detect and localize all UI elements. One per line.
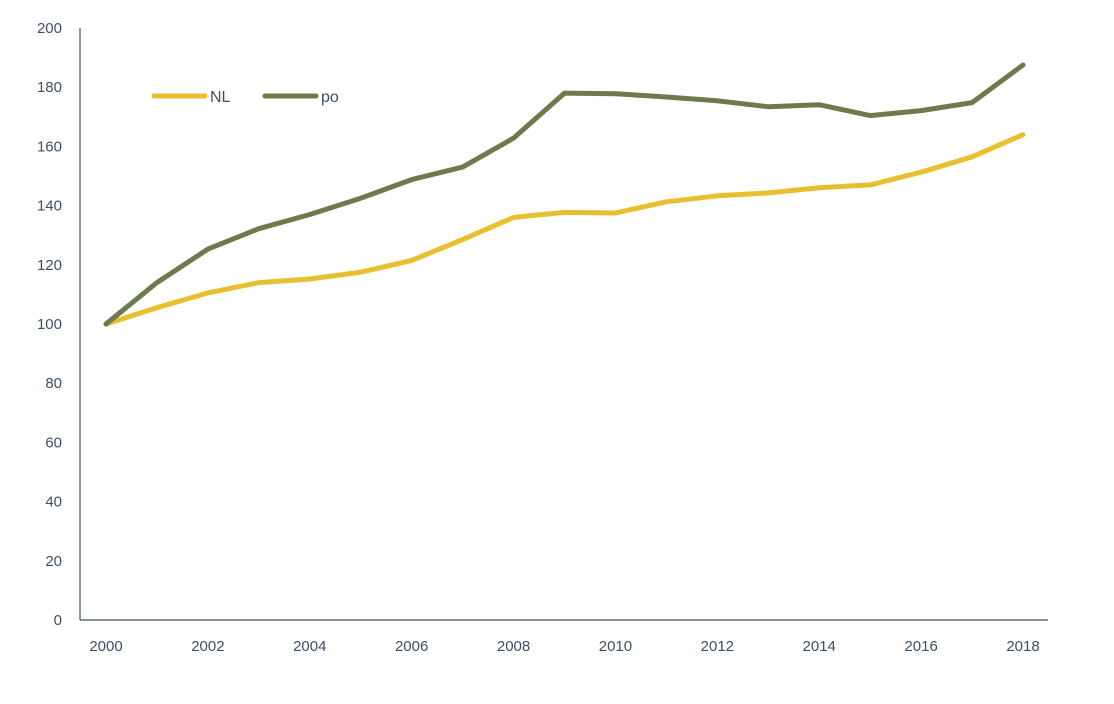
y-tick-label: 160 [37, 138, 62, 155]
x-tick-label: 2010 [599, 638, 632, 655]
legend-label: po [321, 89, 339, 106]
series-line-po [103, 62, 1026, 327]
x-tick-label: 2002 [191, 638, 224, 655]
x-tick-labels: 2000 2002 2004 2006 2008 2010 2012 2014 2016 2018 [89, 638, 1039, 655]
x-tick-label: 2012 [701, 638, 734, 655]
y-tick-label: 60 [45, 434, 62, 451]
y-tick-label: 40 [45, 494, 62, 511]
x-tick-label: 2016 [904, 638, 937, 655]
series-line-nl [103, 132, 1026, 327]
axes [79, 28, 1048, 621]
y-tick-label: 100 [37, 316, 62, 333]
y-tick-label: 80 [45, 375, 62, 392]
legend-item-po: po [262, 89, 339, 106]
series-lines [103, 62, 1026, 327]
x-tick-label: 2004 [293, 638, 326, 655]
x-tick-label: 2014 [803, 638, 836, 655]
y-tick-labels: 0 20 40 60 80 100 120 140 160 180 200 [37, 20, 62, 629]
y-tick-label: 0 [54, 612, 62, 629]
x-tick-label: 2006 [395, 638, 428, 655]
x-tick-label: 2008 [497, 638, 530, 655]
y-tick-label: 120 [37, 257, 62, 274]
legend: NL po [151, 89, 339, 106]
y-tick-label: 200 [37, 20, 62, 37]
y-tick-label: 140 [37, 198, 62, 215]
y-tick-label: 180 [37, 79, 62, 96]
x-tick-label: 2000 [89, 638, 122, 655]
legend-item-nl: NL [151, 89, 231, 106]
legend-label: NL [210, 89, 231, 106]
y-tick-label: 20 [45, 553, 62, 570]
x-tick-label: 2018 [1006, 638, 1039, 655]
